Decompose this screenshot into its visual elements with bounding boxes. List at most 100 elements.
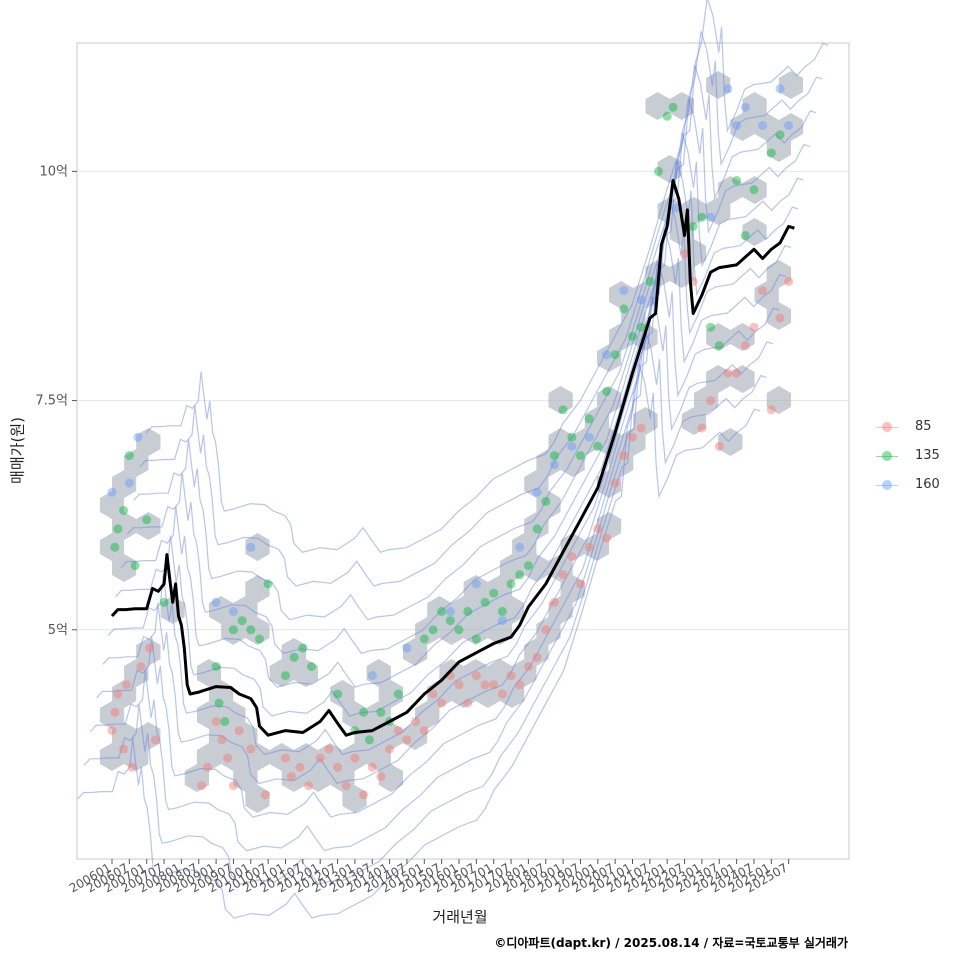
- hex-bin: [136, 722, 161, 750]
- data-point-85: [393, 726, 403, 736]
- data-point-135: [228, 625, 238, 635]
- hex-bin: [597, 344, 622, 372]
- hex-bin: [730, 365, 755, 393]
- data-point-135: [628, 331, 637, 341]
- data-point-85: [402, 735, 412, 745]
- data-point-135: [142, 515, 152, 525]
- data-point-135: [740, 231, 750, 240]
- hex-bin: [403, 638, 428, 666]
- data-point-135: [619, 304, 629, 314]
- data-point-160: [471, 579, 481, 589]
- data-point-135: [584, 414, 594, 424]
- data-point-160: [211, 597, 221, 607]
- data-point-135: [523, 561, 533, 571]
- data-point-135: [281, 671, 290, 681]
- data-point-85: [576, 579, 585, 589]
- data-point-85: [217, 735, 227, 745]
- data-point-135: [662, 111, 672, 121]
- data-point-160: [246, 542, 256, 552]
- hex-bin: [366, 701, 391, 729]
- contour-line: [96, 262, 780, 818]
- hex-bin: [196, 659, 222, 687]
- data-point-135: [697, 212, 707, 222]
- legend-key-line: [876, 427, 898, 428]
- data-point-85: [714, 441, 724, 451]
- data-point-85: [119, 744, 129, 754]
- data-point-160: [584, 432, 594, 442]
- contour-line: [133, 64, 817, 621]
- hex-bin: [196, 743, 222, 771]
- hex-bin: [281, 764, 306, 792]
- hex-bin: [451, 680, 476, 708]
- data-point-135: [130, 561, 140, 571]
- hex-bin: [221, 617, 246, 645]
- data-point-135: [333, 689, 343, 699]
- data-point-135: [567, 432, 577, 442]
- data-point-85: [304, 781, 314, 791]
- data-point-85: [197, 781, 207, 791]
- contour-line: [77, 363, 761, 919]
- hex-bin: [609, 281, 634, 309]
- data-point-85: [202, 762, 212, 772]
- data-point-85: [593, 524, 603, 534]
- data-point-135: [506, 579, 516, 589]
- data-point-85: [428, 689, 438, 699]
- data-point-160: [723, 84, 733, 94]
- hex-bin: [778, 113, 804, 141]
- hex-bin: [112, 470, 137, 498]
- hex-bin: [233, 722, 258, 750]
- data-point-135: [419, 634, 429, 644]
- data-point-160: [445, 606, 455, 616]
- hex-bin: [99, 743, 125, 771]
- data-point-85: [697, 423, 707, 433]
- y-tick-label: 7.5억: [35, 394, 68, 409]
- data-point-85: [367, 762, 377, 772]
- data-point-85: [628, 432, 637, 442]
- legend-key-dot: [882, 422, 892, 432]
- hex-bin: [584, 533, 610, 561]
- hex-bin: [524, 554, 549, 582]
- hex-bin: [136, 638, 161, 666]
- data-point-85: [732, 368, 742, 378]
- legend-key-dot: [882, 451, 892, 461]
- hex-bin: [124, 449, 149, 477]
- data-point-85: [110, 707, 120, 717]
- hex-bin: [136, 428, 161, 456]
- data-point-160: [124, 478, 134, 488]
- data-point-135: [610, 350, 620, 360]
- data-point-135: [255, 634, 264, 644]
- data-point-135: [706, 322, 716, 332]
- hex-bin: [112, 722, 137, 750]
- hex-bin: [475, 680, 500, 708]
- hex-bin: [500, 596, 525, 624]
- hex-bin: [136, 512, 161, 540]
- hex-bin: [718, 428, 743, 456]
- data-point-85: [758, 286, 768, 296]
- data-point-85: [341, 781, 351, 791]
- data-point-135: [437, 606, 447, 616]
- hex-bin: [597, 512, 622, 540]
- contour-line: [102, 228, 786, 785]
- contour-line: [89, 295, 773, 852]
- data-point-135: [576, 451, 585, 461]
- data-point-135: [364, 735, 374, 745]
- source-caption: ©디아파트(dapt.kr) / 2025.08.14 / 자료=국토교통부 실…: [494, 936, 848, 950]
- hex-bin: [560, 533, 585, 561]
- hex-bin: [221, 701, 246, 729]
- data-point-135: [393, 689, 403, 699]
- hex-bin: [439, 617, 464, 645]
- hex-bin: [742, 92, 767, 120]
- y-axis: 5억 7.5억 10억: [35, 164, 77, 638]
- data-point-135: [766, 148, 776, 158]
- hex-bin: [342, 785, 367, 813]
- hex-bin: [548, 386, 573, 414]
- data-point-85: [246, 744, 256, 754]
- hex-bin: [112, 680, 137, 708]
- legend-label: 160: [915, 477, 940, 492]
- data-point-135: [110, 542, 120, 552]
- data-point-85: [113, 689, 123, 699]
- hex-bin: [548, 428, 573, 456]
- data-point-85: [454, 680, 464, 690]
- hex-bin: [609, 449, 634, 477]
